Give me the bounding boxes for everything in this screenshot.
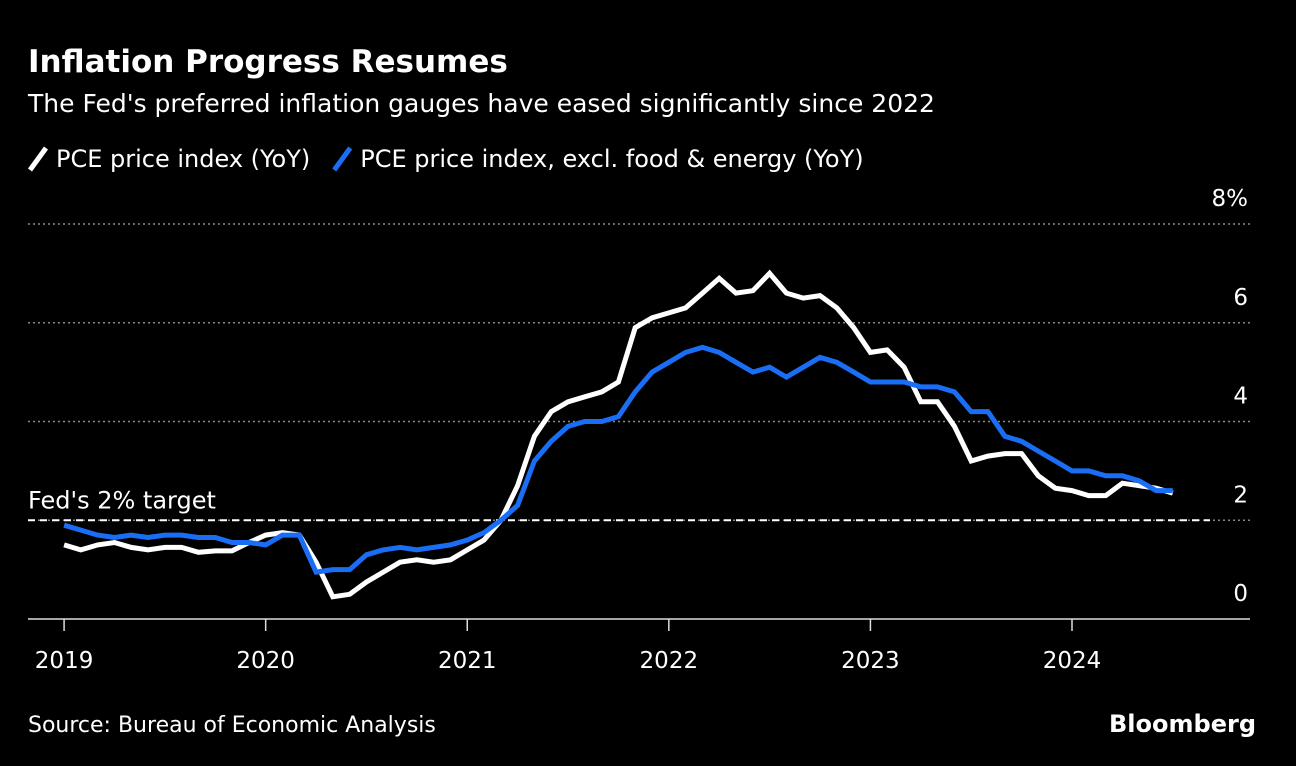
x-tick-label: 2022 [640,648,699,674]
x-tick-label: 2020 [236,648,295,674]
chart-title: Inflation Progress Resumes [28,44,508,80]
y-tick-label: 8% [1212,186,1249,212]
y-tick-label: 4 [1233,384,1248,410]
legend-swatch [332,146,353,172]
y-tick-label: 6 [1233,285,1248,311]
y-tick-label: 2 [1233,482,1248,508]
x-tick-label: 2021 [438,648,497,674]
legend-swatch [27,146,49,172]
source: Source: Bureau of Economic Analysis [28,713,436,738]
legend-label: PCE price index (YoY) [56,145,310,173]
series-line [63,344,1173,575]
x-tick-label: 2023 [841,648,900,674]
legend-label: PCE price index, excl. food & energy (Yo… [360,145,863,173]
target-label: Fed's 2% target [28,486,216,514]
x-tick-label: 2024 [1043,648,1102,674]
chart-subtitle: The Fed's preferred inflation gauges hav… [27,89,935,118]
x-tick-label: 2019 [35,648,94,674]
brand: Bloomberg [1109,710,1256,738]
y-tick-label: 0 [1233,581,1248,607]
